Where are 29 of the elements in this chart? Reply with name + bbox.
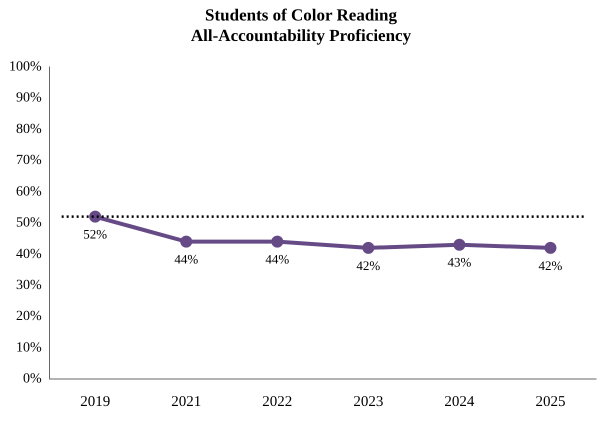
y-tick-label: 50%	[16, 216, 42, 231]
y-tick-label: 40%	[16, 246, 42, 262]
text: 42%	[538, 258, 562, 273]
y-tick-label: 10%	[16, 340, 42, 356]
point	[544, 242, 556, 254]
point	[453, 238, 466, 251]
y-tick-label: 100%	[8, 59, 42, 74]
text: 52%	[83, 226, 108, 242]
x-tick-label: 2025	[535, 394, 566, 410]
x-tick-label: 2019	[80, 394, 110, 410]
text: 44%	[265, 252, 290, 267]
point	[362, 242, 374, 254]
point	[271, 236, 284, 248]
chart-title: Students of Color Reading All-Accountability Proficiency	[190, 6, 412, 45]
text: 42%	[356, 258, 380, 273]
x-tick-label: 2023	[353, 394, 384, 410]
y-tick-label: 0%	[22, 372, 42, 387]
x-tick-label: 2024	[444, 394, 475, 410]
point	[180, 236, 192, 248]
text: 43%	[447, 254, 472, 270]
text: 44%	[174, 252, 198, 267]
y-tick-label: 70%	[16, 153, 42, 168]
y-tick-label: 80%	[16, 122, 42, 137]
y-tick-label: 90%	[16, 90, 42, 106]
y-tick-label: 60%	[16, 184, 42, 200]
x-tick-label: 2021	[171, 394, 202, 410]
y-tick-label: 30%	[16, 278, 42, 294]
x-tick-label: 2022	[262, 394, 292, 410]
y-tick-label: 20%	[16, 309, 42, 324]
